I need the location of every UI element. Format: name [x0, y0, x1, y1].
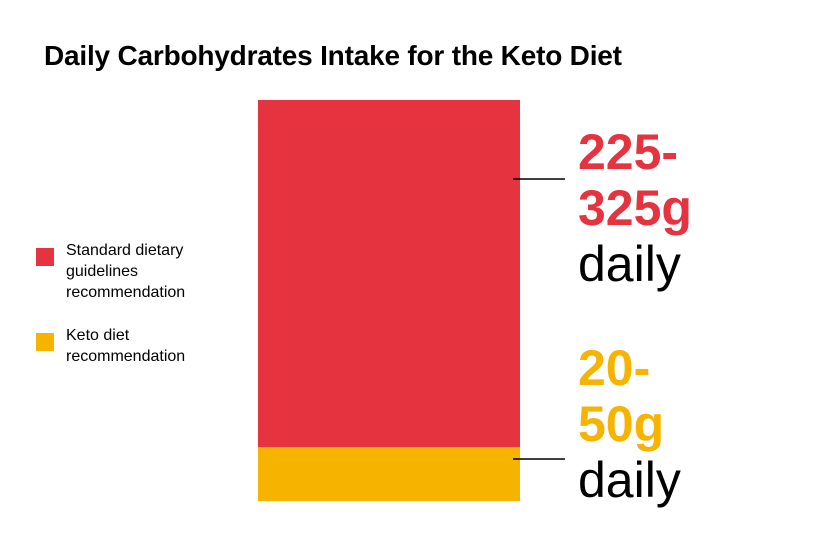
bar-standard [258, 100, 520, 447]
data-label-standard-suffix: daily [578, 236, 681, 292]
legend-swatch-standard [36, 248, 54, 266]
chart-title: Daily Carbohydrates Intake for the Keto … [44, 40, 622, 71]
data-label-standard-line-1: 225- [578, 124, 679, 180]
legend-label-standard: Standard dietary guidelines recommendati… [66, 242, 186, 301]
legend-label-keto: Keto diet recommendation [66, 327, 186, 365]
legend-item-standard: Standard dietary guidelines recommendati… [36, 240, 236, 303]
chart-legend: Standard dietary guidelines recommendati… [36, 240, 236, 389]
legend-item-keto: Keto diet recommendation [36, 325, 236, 367]
legend-swatch-keto [36, 333, 54, 351]
data-label-keto-line-2: 50g [578, 396, 665, 452]
data-label-standard-line-2: 325g [578, 180, 692, 236]
data-label-keto-line-1: 20- [578, 340, 651, 396]
data-label-keto-suffix: daily [578, 452, 681, 508]
data-label-keto: 20- 50g daily [578, 340, 681, 508]
bar-keto [258, 447, 520, 501]
data-label-standard: 225- 325g daily [578, 124, 692, 292]
